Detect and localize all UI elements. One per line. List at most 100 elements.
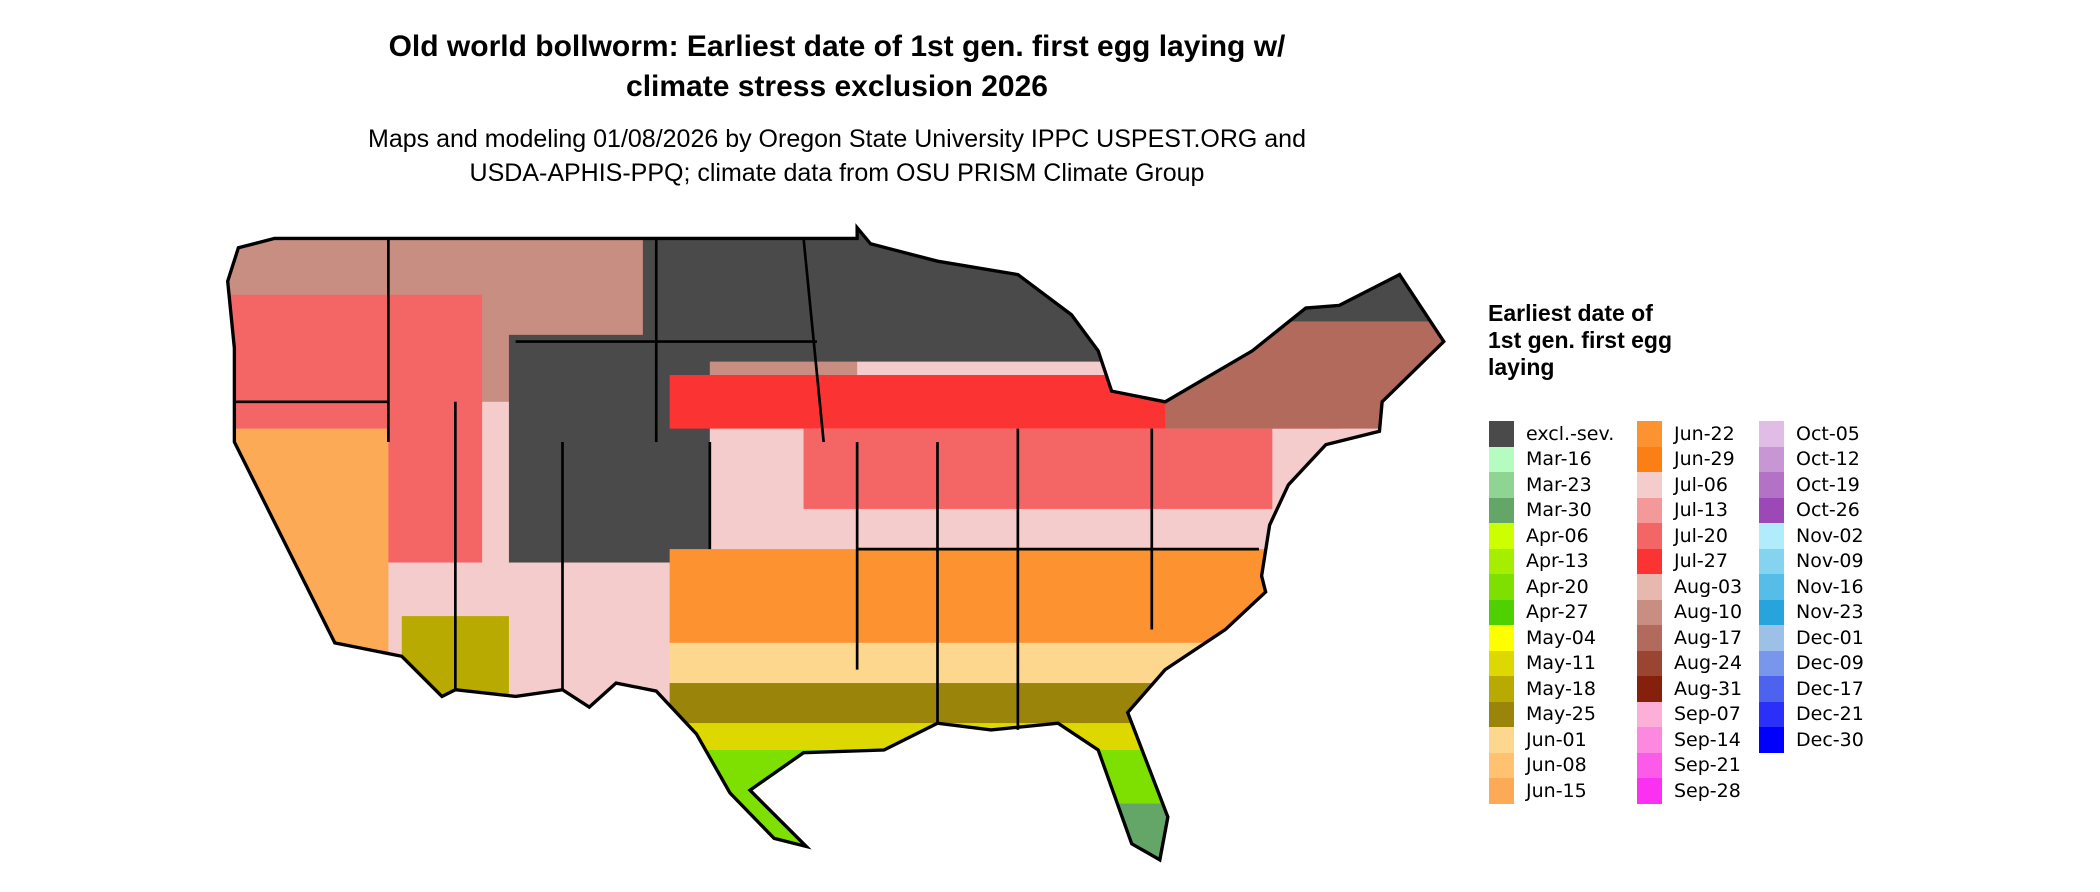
legend-swatch: [1637, 497, 1662, 523]
legend-swatch: [1759, 421, 1784, 447]
legend-swatch: [1759, 548, 1784, 574]
legend-item: Aug-03: [1637, 574, 1742, 600]
legend-swatch: [1637, 752, 1662, 778]
legend-swatch: [1759, 446, 1784, 472]
legend-label: Sep-28: [1674, 779, 1741, 802]
legend-item: Jun-29: [1637, 446, 1742, 472]
legend-item: Nov-09: [1759, 548, 1864, 574]
legend-column: excl.-sev. Mar-16 Mar-23 Mar-30 Apr-06 Apr-13…: [1489, 421, 1614, 804]
legend-label: Nov-16: [1796, 575, 1864, 598]
legend-swatch: [1759, 701, 1784, 727]
legend-label: Aug-24: [1674, 652, 1743, 675]
legend-item: May-25: [1489, 701, 1614, 727]
legend-label: Dec-09: [1796, 652, 1864, 675]
legend-label: Sep-07: [1674, 703, 1741, 726]
legend-swatch: [1489, 548, 1514, 574]
legend-item: Aug-10: [1637, 599, 1743, 625]
legend-swatch: [1489, 523, 1514, 549]
legend-item: Oct-12: [1759, 446, 1864, 472]
legend-label: Jul-13: [1674, 499, 1728, 522]
legend-item: May-18: [1489, 676, 1614, 702]
legend-item: Jul-06: [1637, 472, 1742, 498]
legend-swatch: [1489, 778, 1514, 804]
legend-item: Mar-23: [1489, 472, 1614, 498]
legend-label: Apr-27: [1526, 601, 1589, 624]
legend-label: Oct-05: [1796, 422, 1860, 445]
legend-label: May-25: [1526, 703, 1596, 726]
legend-item: Dec-09: [1759, 650, 1864, 676]
legend-item: Jul-20: [1637, 523, 1742, 549]
legend-item: Jul-13: [1637, 497, 1742, 523]
legend-label: Dec-21: [1796, 703, 1864, 726]
legend-swatch: [1489, 752, 1514, 778]
legend-label: Oct-12: [1796, 448, 1860, 471]
legend-column: Oct-05 Oct-12 Oct-19 Oct-26 Nov-02 Nov-09 Nov-…: [1759, 421, 1864, 753]
legend-item: Dec-01: [1759, 625, 1864, 651]
legend-label: Apr-06: [1526, 524, 1589, 547]
legend-swatch: [1637, 727, 1662, 753]
legend-item: Mar-30: [1489, 497, 1614, 523]
legend-label: Dec-01: [1796, 626, 1864, 649]
legend-item: Sep-21: [1637, 752, 1742, 778]
legend-label: Jun-15: [1526, 779, 1587, 802]
legend-label: Aug-10: [1674, 601, 1743, 624]
legend-label: Jun-01: [1526, 728, 1587, 751]
legend-item: Nov-02: [1759, 523, 1864, 549]
legend-item: May-11: [1489, 650, 1614, 676]
legend-swatch: [1637, 625, 1662, 651]
legend-label: Jun-29: [1674, 448, 1735, 471]
legend-label: Nov-09: [1796, 550, 1864, 573]
map-title-line2: climate stress exclusion 2026: [626, 70, 1048, 103]
state-borders: [234, 238, 1259, 730]
legend-swatch: [1637, 701, 1662, 727]
legend-item: Oct-26: [1759, 497, 1864, 523]
legend-label: Oct-26: [1796, 499, 1860, 522]
legend-column: Jun-22 Jun-29 Jul-06 Jul-13 Jul-20 Jul-27 Aug-…: [1637, 421, 1742, 804]
legend-label: Jul-06: [1674, 473, 1728, 496]
legend-item: Jun-22: [1637, 421, 1742, 447]
legend-label: Apr-20: [1526, 575, 1589, 598]
legend-item: Jun-08: [1489, 752, 1614, 778]
legend-swatch: [1759, 599, 1784, 625]
legend-swatch: [1759, 497, 1784, 523]
legend-label: Sep-14: [1674, 728, 1741, 751]
legend-item: Aug-31: [1637, 676, 1742, 702]
legend-item: Jul-27: [1637, 548, 1742, 574]
legend-label: Mar-16: [1526, 448, 1592, 471]
legend-label: Aug-03: [1674, 575, 1743, 598]
legend-label: Jul-20: [1674, 524, 1728, 547]
legend-label: Jun-08: [1526, 754, 1587, 777]
legend-swatch: [1489, 472, 1514, 498]
legend-swatch: [1637, 446, 1662, 472]
map-fill: [227, 227, 1444, 860]
map-subtitle-line1: Maps and modeling 01/08/2026 by Oregon S…: [368, 125, 1306, 153]
legend-item: Apr-27: [1489, 599, 1614, 625]
legend-swatch: [1637, 472, 1662, 498]
legend-label: May-11: [1526, 652, 1596, 675]
legend-swatch: [1489, 625, 1514, 651]
legend-swatch: [1637, 676, 1662, 702]
legend-label: excl.-sev.: [1526, 422, 1615, 445]
legend-label: Sep-21: [1674, 754, 1741, 777]
legend-title: Earliest date of 1st gen. first egg layi…: [1488, 300, 1673, 380]
legend-label: Jun-22: [1674, 422, 1735, 445]
legend-item: Oct-05: [1759, 421, 1864, 447]
legend-label: Apr-13: [1526, 550, 1589, 573]
legend-swatch: [1759, 676, 1784, 702]
legend-swatch: [1489, 650, 1514, 676]
legend-item: Nov-23: [1759, 599, 1864, 625]
legend-item: Aug-17: [1637, 625, 1742, 651]
legend-item: Sep-07: [1637, 701, 1742, 727]
legend-item: Nov-16: [1759, 574, 1864, 600]
legend-swatch: [1759, 523, 1784, 549]
legend-item: May-04: [1489, 625, 1614, 651]
legend-swatch: [1759, 472, 1784, 498]
legend-swatch: [1489, 701, 1514, 727]
legend-swatch: [1637, 650, 1662, 676]
legend-item: Aug-24: [1637, 650, 1743, 676]
legend-label: Dec-17: [1796, 677, 1864, 700]
legend-label: Oct-19: [1796, 473, 1860, 496]
legend-swatch: [1489, 676, 1514, 702]
